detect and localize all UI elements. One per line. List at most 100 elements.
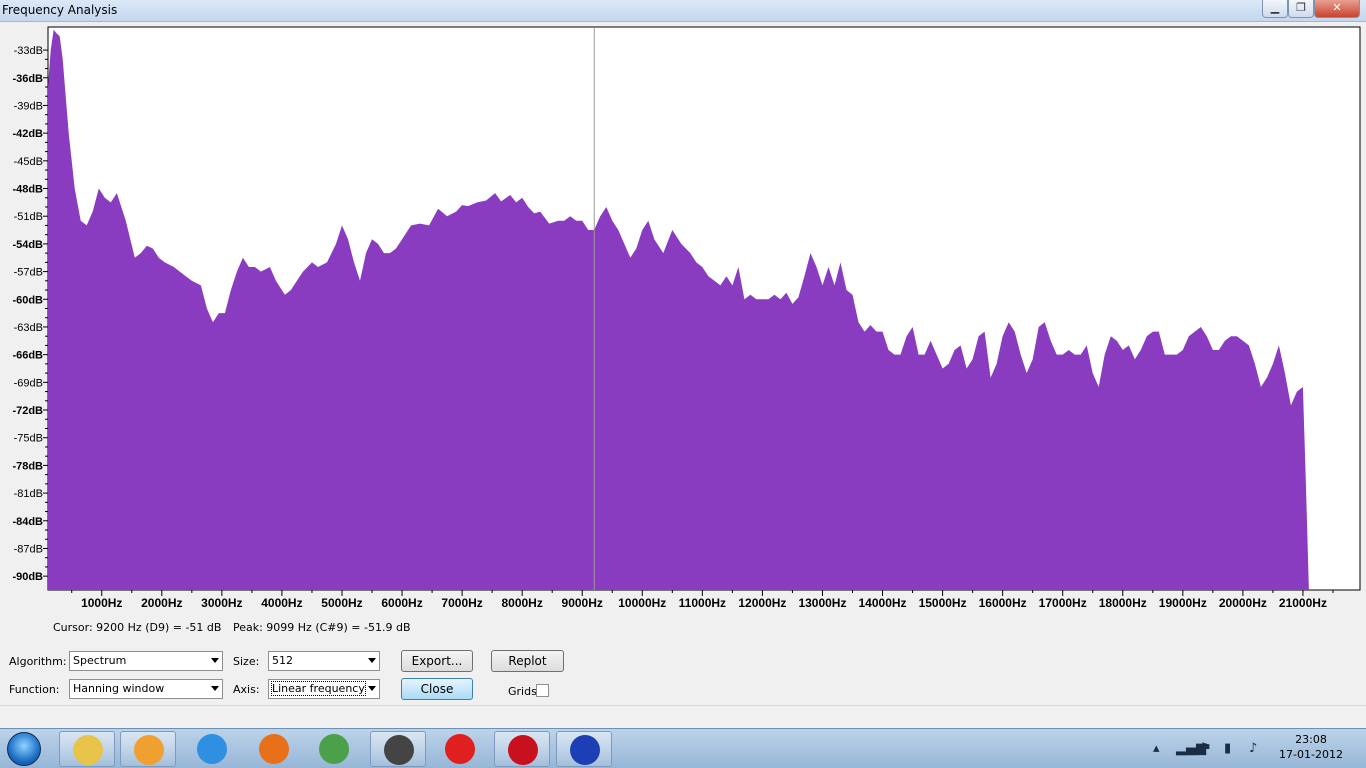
- x-tick-label: 3000Hz: [201, 596, 242, 610]
- start-button[interactable]: [3, 730, 47, 768]
- chevron-up-icon[interactable]: ▴: [1153, 741, 1160, 756]
- chevron-down-icon: [368, 658, 376, 663]
- close-icon: ✕: [1332, 1, 1342, 14]
- close-window-button[interactable]: ✕: [1314, 0, 1360, 18]
- y-tick-label: -87dB: [14, 543, 43, 555]
- export-button[interactable]: Export...: [401, 650, 473, 672]
- clock-time: 23:08: [1295, 733, 1327, 746]
- cursor-readout: Cursor: 9200 Hz (D9) = -51 dB: [53, 621, 222, 634]
- taskbar-internet-explorer-button[interactable]: [184, 731, 240, 767]
- play-icon: [134, 735, 164, 765]
- algorithm-label: Algorithm:: [9, 655, 67, 668]
- y-tick-label: -84dB: [12, 516, 43, 528]
- axis-label: Axis:: [233, 683, 260, 696]
- taskbar-audacity-button[interactable]: [556, 731, 612, 767]
- x-tick-label: 7000Hz: [441, 596, 482, 610]
- restore-icon: ❐: [1296, 1, 1306, 14]
- size-select[interactable]: 512: [268, 651, 380, 671]
- x-tick-label: 21000Hz: [1279, 596, 1327, 610]
- y-tick-label: -81dB: [14, 488, 43, 500]
- title-bar: Frequency Analysis ▁ ❐ ✕: [0, 0, 1366, 22]
- algorithm-value: Spectrum: [73, 654, 127, 667]
- x-tick-label: 6000Hz: [381, 596, 422, 610]
- axis-select[interactable]: Linear frequency: [268, 679, 380, 699]
- clock-date: 17-01-2012: [1279, 748, 1343, 761]
- x-tick-label: 18000Hz: [1099, 596, 1147, 610]
- headphones-icon: [570, 735, 600, 765]
- size-label: Size:: [233, 655, 260, 668]
- grids-checkbox[interactable]: [536, 684, 549, 697]
- signal-icon[interactable]: ▂▄▆: [1176, 741, 1206, 756]
- minimize-icon: ▁: [1270, 1, 1280, 14]
- chevron-down-icon: [211, 686, 219, 691]
- x-tick-label: 4000Hz: [261, 596, 302, 610]
- folder-icon: [73, 735, 103, 765]
- taskbar-firefox-button[interactable]: [246, 731, 302, 767]
- grids-label: Grids: [508, 685, 537, 698]
- x-tick-label: 1000Hz: [81, 596, 122, 610]
- y-tick-label: -51dB: [14, 211, 43, 223]
- window-title: Frequency Analysis: [2, 3, 118, 17]
- x-tick-label: 13000Hz: [798, 596, 846, 610]
- taskbar-camera-app-button[interactable]: [370, 731, 426, 767]
- taskbar-acrobat-button[interactable]: [494, 731, 550, 767]
- y-tick-label: -57dB: [14, 267, 43, 279]
- y-tick-label: -36dB: [12, 73, 43, 85]
- x-tick-label: 16000Hz: [979, 596, 1027, 610]
- volume-icon[interactable]: ♪: [1249, 741, 1258, 756]
- x-tick-label: 20000Hz: [1219, 596, 1267, 610]
- clock[interactable]: 23:08 17-01-2012: [1276, 732, 1346, 762]
- pdf-icon: [508, 735, 538, 765]
- y-tick-label: -90dB: [12, 571, 43, 583]
- size-value: 512: [272, 654, 293, 667]
- y-tick-label: -45dB: [14, 156, 43, 168]
- taskbar-airtel-app-button[interactable]: [432, 731, 488, 767]
- x-tick-label: 15000Hz: [919, 596, 967, 610]
- x-tick-label: 8000Hz: [501, 596, 542, 610]
- function-label: Function:: [9, 683, 60, 696]
- y-tick-label: -33dB: [14, 45, 43, 57]
- chrome-icon: [319, 734, 349, 764]
- x-tick-label: 9000Hz: [562, 596, 603, 610]
- window-status-bar: [0, 705, 1366, 728]
- taskbar-windows-explorer-button[interactable]: [59, 731, 115, 767]
- taskbar-chrome-button[interactable]: [306, 731, 362, 767]
- x-tick-label: 5000Hz: [321, 596, 362, 610]
- function-value: Hanning window: [73, 682, 165, 695]
- y-tick-label: -72dB: [12, 405, 43, 417]
- replot-button[interactable]: Replot: [491, 650, 564, 672]
- y-tick-label: -66dB: [12, 350, 43, 362]
- axis-value: Linear frequency: [271, 681, 366, 696]
- y-tick-label: -48dB: [12, 184, 43, 196]
- y-tick-label: -54dB: [12, 239, 43, 251]
- x-tick-label: 2000Hz: [141, 596, 182, 610]
- chevron-down-icon: [368, 686, 376, 691]
- chevron-down-icon: [211, 658, 219, 663]
- firefox-icon: [259, 734, 289, 764]
- ie-icon: [197, 734, 227, 764]
- power-icon[interactable]: ▮: [1224, 741, 1232, 756]
- camera-icon: [384, 735, 414, 765]
- x-tick-label: 17000Hz: [1039, 596, 1087, 610]
- function-select[interactable]: Hanning window: [69, 679, 223, 699]
- status-readout: Cursor: 9200 Hz (D9) = -51 dB Peak: 9099…: [53, 621, 419, 634]
- y-tick-label: -75dB: [14, 433, 43, 445]
- peak-readout: Peak: 9099 Hz (C#9) = -51.9 dB: [232, 621, 411, 634]
- taskbar-media-player-button[interactable]: [120, 731, 176, 767]
- spectrum-plot[interactable]: -33dB -36dB -39dB -42dB -45dB -48dB -51dB -54dB…: [0, 22, 1366, 620]
- y-tick-label: -39dB: [14, 100, 43, 112]
- maximize-button[interactable]: ❐: [1288, 0, 1314, 18]
- airtel-icon: [445, 734, 475, 764]
- y-tick-label: -69dB: [14, 377, 43, 389]
- windows-logo-icon: [7, 732, 41, 766]
- close-button[interactable]: Close: [401, 678, 473, 700]
- y-tick-label: -78dB: [12, 460, 43, 472]
- x-tick-label: 19000Hz: [1159, 596, 1207, 610]
- flag-icon[interactable]: ⚑: [1200, 741, 1212, 756]
- y-tick-label: -60dB: [12, 294, 43, 306]
- algorithm-select[interactable]: Spectrum: [69, 651, 223, 671]
- taskbar: ▴ ▂▄▆ ⚑ ▮ ♪ 23:08 17-01-2012: [0, 728, 1366, 768]
- x-tick-label: 11000Hz: [679, 596, 726, 610]
- minimize-button[interactable]: ▁: [1262, 0, 1288, 18]
- x-tick-label: 10000Hz: [618, 596, 666, 610]
